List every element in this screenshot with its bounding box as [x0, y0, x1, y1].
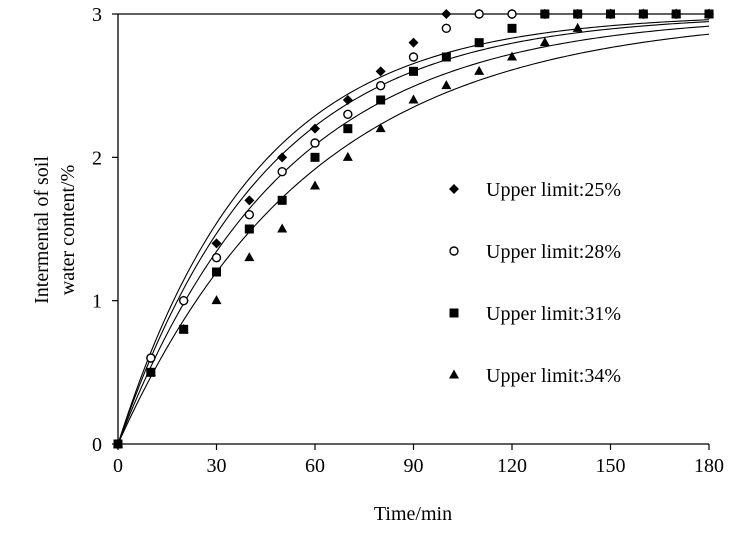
data-point-series-4	[605, 8, 616, 18]
data-point-series-1	[375, 66, 386, 77]
data-point-series-3	[310, 152, 320, 162]
data-point-series-4	[474, 65, 485, 75]
data-point-series-2	[441, 23, 452, 34]
data-point-series-3	[441, 52, 451, 62]
data-point-series-4	[704, 8, 714, 18]
data-point-series-2	[408, 52, 419, 62]
data-point-series-3	[573, 9, 583, 19]
legend-marker-4	[449, 369, 459, 379]
fit-curve-series-3	[117, 25, 710, 445]
data-point-series-4	[244, 252, 255, 262]
data-point-series-3	[244, 224, 254, 234]
data-point-series-2	[211, 252, 222, 263]
data-point-series-2	[507, 9, 517, 19]
x-tick-label: 90	[404, 455, 424, 477]
x-tick-label: 150	[596, 455, 626, 477]
legend-label-1: Upper limit:25%	[486, 179, 621, 201]
data-point-series-1	[310, 123, 320, 134]
legend: Upper limit:25% Upper limit:28% Upper limi…	[449, 179, 621, 387]
data-point-series-4	[310, 180, 320, 190]
y-tick-label: 1	[92, 291, 102, 313]
x-tick-label: 30	[207, 455, 227, 477]
data-point-series-2	[277, 166, 287, 177]
data-point-series-4	[408, 94, 419, 104]
data-point-series-1	[342, 95, 353, 105]
data-point-series-3	[343, 124, 353, 134]
legend-marker-3	[449, 308, 459, 318]
data-point-series-4	[441, 80, 452, 90]
data-point-series-1	[211, 238, 222, 249]
data-markers	[113, 8, 714, 449]
y-tick-label: 0	[92, 434, 102, 456]
legend-label-2: Upper limit:28%	[486, 241, 621, 263]
data-point-series-2	[146, 353, 156, 363]
x-tick-label: 180	[694, 455, 724, 477]
data-point-series-4	[178, 323, 189, 333]
y-tick-label: 3	[92, 4, 102, 26]
data-point-series-2	[474, 9, 484, 19]
x-tick-label: 60	[305, 455, 325, 477]
data-point-series-3	[376, 95, 386, 105]
x-tick-label: 0	[113, 455, 123, 477]
data-point-series-4	[342, 151, 353, 161]
y-axis-title-line-1: Intermental of soil	[31, 156, 53, 304]
data-point-series-4	[671, 8, 682, 18]
data-point-series-3	[507, 23, 517, 33]
data-point-series-4	[113, 438, 123, 448]
y-axis-title-line-2: water content/%	[57, 165, 79, 296]
y-axis-title: Intermental of soil water content/%	[31, 156, 79, 304]
data-point-series-3	[212, 267, 221, 277]
data-point-series-2	[310, 138, 320, 148]
data-point-series-4	[145, 366, 156, 376]
data-point-series-3	[277, 195, 287, 205]
data-point-series-3	[474, 38, 484, 48]
data-point-series-4	[375, 123, 386, 133]
y-tick-label: 2	[92, 147, 102, 169]
legend-marker-2	[449, 246, 459, 256]
data-point-series-4	[211, 295, 222, 305]
data-point-series-4	[572, 22, 583, 32]
legend-label-3: Upper limit:31%	[486, 303, 621, 325]
data-point-series-1	[408, 37, 419, 48]
data-point-series-3	[540, 9, 550, 19]
data-point-series-2	[375, 80, 386, 91]
data-point-series-1	[244, 195, 255, 206]
fit-curve-series-1	[117, 19, 710, 445]
data-point-series-4	[638, 8, 649, 18]
x-axis-title: Time/min	[374, 503, 452, 525]
data-point-series-4	[507, 51, 517, 61]
data-point-series-1	[277, 152, 288, 163]
legend-label-4: Upper limit:34%	[486, 365, 621, 387]
data-point-series-4	[539, 37, 550, 47]
axis-ticks: 0 30 60 90 120 150 180 0 1 2 3	[92, 4, 724, 477]
data-point-series-2	[178, 295, 189, 306]
x-tick-label: 120	[497, 455, 527, 477]
data-point-series-2	[343, 109, 353, 120]
legend-marker-1	[449, 184, 459, 194]
data-point-series-2	[244, 209, 255, 220]
data-point-series-4	[277, 223, 288, 233]
data-point-series-3	[409, 66, 418, 76]
data-point-series-1	[441, 9, 452, 19]
